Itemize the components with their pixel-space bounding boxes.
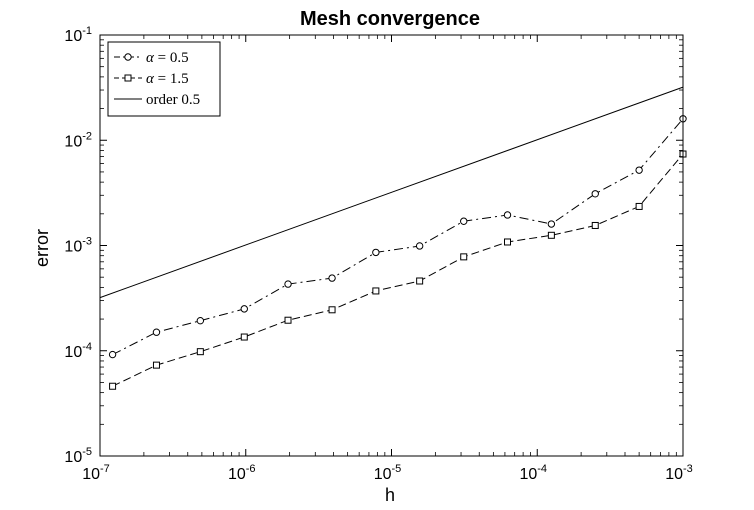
x-axis-label: h <box>385 485 395 505</box>
x-tick-label-1-exponent: -6 <box>246 463 256 475</box>
x-tick-label-1: 10-6 <box>228 463 256 483</box>
x-tick-label-3: 10-4 <box>519 463 547 483</box>
series-1-point-0 <box>109 382 117 390</box>
series-0-point-11 <box>591 190 599 198</box>
chart-title: Mesh convergence <box>300 8 480 30</box>
x-tick-label-2-base: 10 <box>374 466 392 483</box>
series-layer <box>99 86 687 390</box>
series-2 <box>99 86 684 299</box>
series-0-point-9 <box>503 211 512 219</box>
series-0-point-6 <box>372 248 380 257</box>
series-1-point-11 <box>591 221 599 229</box>
legend-label-0-symbol: α <box>146 50 158 66</box>
series-1-point-12 <box>635 202 643 210</box>
y-tick-label-0: 10-5 <box>64 446 92 466</box>
series-1-point-8 <box>460 253 468 261</box>
x-tick-label-2-exponent: -5 <box>392 463 402 475</box>
y-tick-label-3-exponent: -2 <box>82 130 92 142</box>
series-1-point-3 <box>240 333 248 341</box>
series-0-point-7 <box>415 242 424 250</box>
x-tick-label-3-exponent: -4 <box>537 463 547 475</box>
y-tick-label-4: 10-1 <box>64 25 92 45</box>
legend-label-1: α = 1.5 <box>146 71 189 87</box>
series-1-point-1 <box>152 361 160 369</box>
legend-label-2: order 0.5 <box>146 92 200 108</box>
series-1-point-6 <box>372 287 380 295</box>
series-0-point-12 <box>635 166 643 174</box>
series-1-point-5 <box>328 306 336 314</box>
x-tick-label-4-exponent: -3 <box>683 463 693 475</box>
series-1-point-9 <box>503 238 511 246</box>
x-tick-label-0-exponent: -7 <box>100 463 110 475</box>
y-tick-label-1-exponent: -4 <box>82 341 92 353</box>
y-tick-label-0-base: 10 <box>64 449 82 466</box>
legend-marker-1 <box>124 74 132 82</box>
y-tick-label-1-base: 10 <box>64 344 82 361</box>
y-tick-label-1: 10-4 <box>64 341 92 361</box>
series-0-point-4 <box>284 280 292 288</box>
series-1 <box>109 150 687 390</box>
series-0-point-2 <box>196 316 205 325</box>
legend-label-0-value: = 0.5 <box>158 50 189 66</box>
tick-layer: 10-7 10-6 10-5 10-4 10-310-510-410-310-210-1 <box>64 25 692 483</box>
series-1-point-10 <box>547 231 555 239</box>
x-tick-label-3-base: 10 <box>519 466 537 483</box>
y-tick-label-4-exponent: -1 <box>82 25 92 37</box>
x-tick-label-1-base: 10 <box>228 466 246 483</box>
y-tick-label-0-exponent: -5 <box>82 446 92 458</box>
legend-marker-0 <box>124 53 132 61</box>
y-tick-label-2-base: 10 <box>64 239 82 256</box>
series-0-point-3 <box>240 305 248 313</box>
series-1-point-2 <box>196 348 204 356</box>
x-tick-label-4-base: 10 <box>665 466 683 483</box>
series-0 <box>108 115 687 359</box>
series-0-point-8 <box>460 217 468 225</box>
series-0-point-10 <box>547 220 556 228</box>
series-0-point-1 <box>152 328 161 336</box>
y-tick-label-3-base: 10 <box>64 133 82 150</box>
x-tick-label-4: 10-3 <box>665 463 693 483</box>
legend-label-0: α = 0.5 <box>146 50 189 66</box>
x-tick-label-0: 10-7 <box>82 463 110 483</box>
y-tick-label-3: 10-2 <box>64 130 92 150</box>
y-tick-label-2-exponent: -3 <box>82 236 92 248</box>
x-tick-label-0-base: 10 <box>82 466 100 483</box>
series-0-point-5 <box>328 274 336 282</box>
y-tick-label-4-base: 10 <box>64 28 82 45</box>
x-tick-label-2: 10-5 <box>374 463 402 483</box>
y-axis-label: error <box>32 229 52 267</box>
series-0-point-0 <box>108 350 117 359</box>
y-tick-label-2: 10-3 <box>64 236 92 256</box>
series-0-line <box>112 118 684 356</box>
legend-label-1-value: = 1.5 <box>158 71 189 87</box>
series-2-line <box>99 86 684 299</box>
series-1-line <box>112 153 684 387</box>
series-1-point-4 <box>284 316 292 324</box>
series-1-point-7 <box>416 277 424 285</box>
legend-label-1-symbol: α <box>146 71 158 87</box>
